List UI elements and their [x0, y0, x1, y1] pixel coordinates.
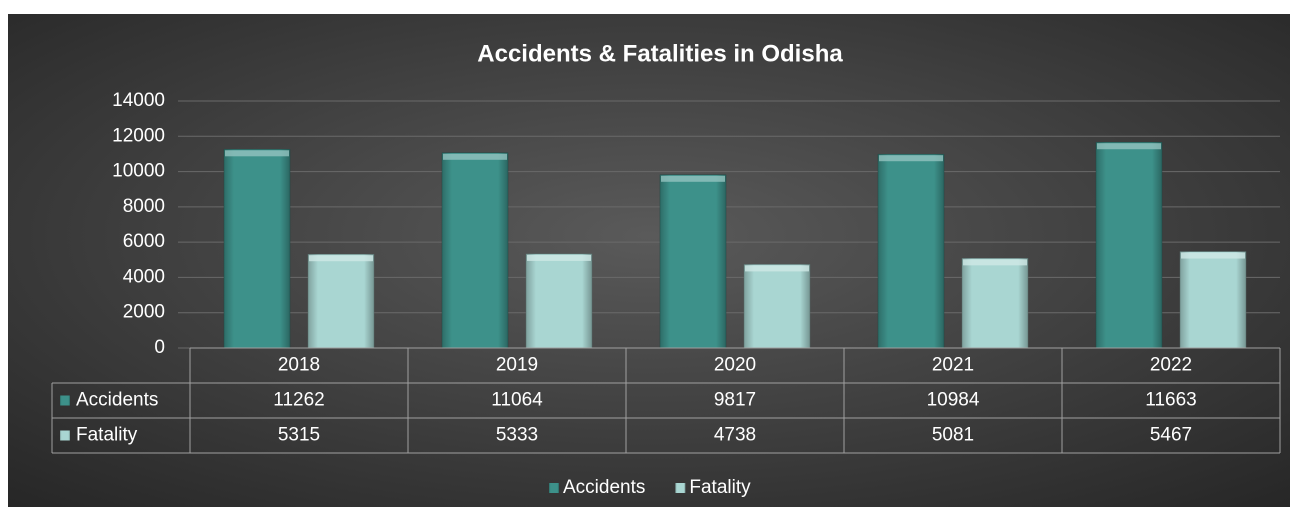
bar [659, 174, 727, 349]
legend-key [549, 483, 559, 493]
y-tick-label: 4000 [123, 266, 165, 287]
x-tick-label: 2018 [278, 355, 320, 376]
table-row-label: Fatality [76, 425, 138, 446]
x-tick-label: 2021 [932, 355, 974, 376]
table-cell: 11262 [273, 390, 324, 411]
table-cell: 5315 [278, 425, 320, 446]
bar-bevel [309, 255, 373, 262]
bar-bevel [879, 155, 943, 162]
legend-key [675, 483, 686, 493]
y-tick-label: 14000 [112, 90, 165, 111]
x-tick-label: 2020 [714, 355, 756, 376]
table-cell: 11663 [1145, 390, 1196, 411]
bar [223, 149, 291, 349]
chart-background [8, 14, 1290, 507]
bar-bevel [1097, 143, 1161, 150]
bar [1179, 251, 1247, 349]
table-cell: 5467 [1150, 425, 1192, 446]
x-tick-label: 2022 [1150, 355, 1192, 376]
x-tick-label: 2019 [496, 355, 538, 376]
bar-bevel [443, 153, 507, 160]
table-cell: 11064 [491, 390, 543, 411]
y-tick-label: 2000 [123, 302, 165, 323]
bar [877, 153, 945, 349]
chart-title: Accidents & Fatalities in Odisha [477, 40, 843, 67]
table-legend-key [60, 430, 70, 441]
bar-bevel [661, 175, 725, 182]
table-row-label: Accidents [76, 390, 158, 411]
table-cell: 10984 [927, 390, 980, 411]
bar [1095, 141, 1163, 349]
table-cell: 5333 [496, 425, 538, 446]
bar-bevel [963, 259, 1027, 266]
legend-label: Fatality [689, 477, 751, 498]
bar-bevel [1181, 252, 1245, 259]
bar-bevel [527, 254, 591, 261]
bar-bevel [225, 150, 289, 157]
y-tick-label: 8000 [123, 196, 165, 217]
legend-label: Accidents [563, 477, 645, 498]
table-legend-key [60, 395, 70, 406]
y-tick-label: 10000 [112, 161, 165, 182]
bar [307, 253, 375, 349]
bar [961, 258, 1029, 349]
bar [525, 253, 593, 349]
bar [441, 152, 509, 349]
y-tick-label: 12000 [112, 125, 165, 146]
table-cell: 4738 [714, 425, 756, 446]
table-cell: 5081 [932, 425, 974, 446]
y-tick-label: 6000 [123, 231, 165, 252]
y-tick-label: 0 [154, 337, 165, 358]
bar [743, 264, 811, 349]
bar-bevel [745, 265, 809, 272]
table-cell: 9817 [714, 390, 756, 411]
